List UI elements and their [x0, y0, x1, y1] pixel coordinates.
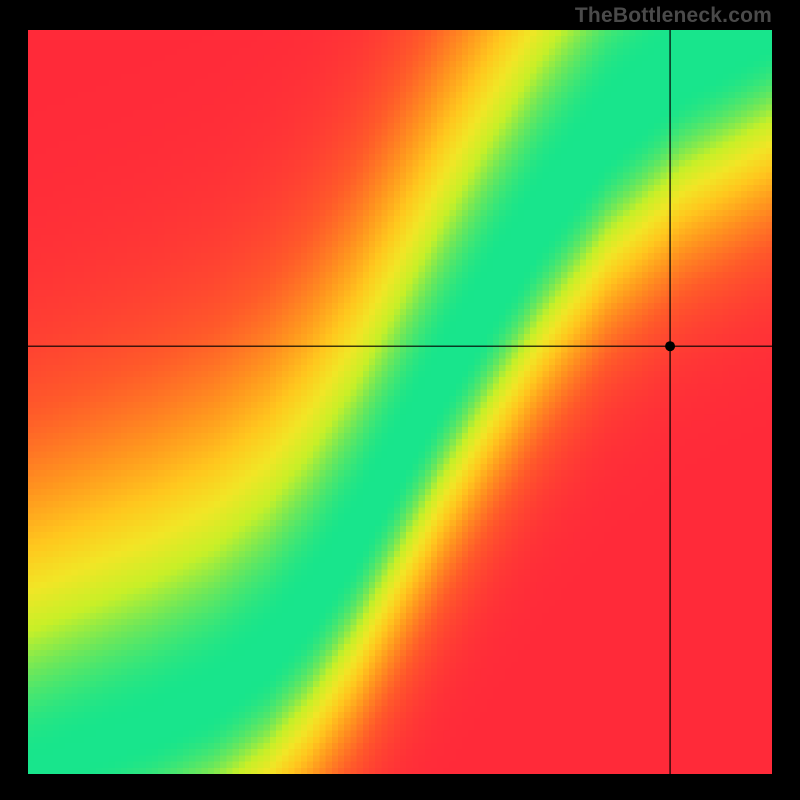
attribution-text: TheBottleneck.com — [575, 4, 772, 28]
heatmap-canvas — [28, 30, 772, 774]
page-root: { "attribution": "TheBottleneck.com", "c… — [0, 0, 800, 800]
plot-area — [28, 30, 772, 774]
